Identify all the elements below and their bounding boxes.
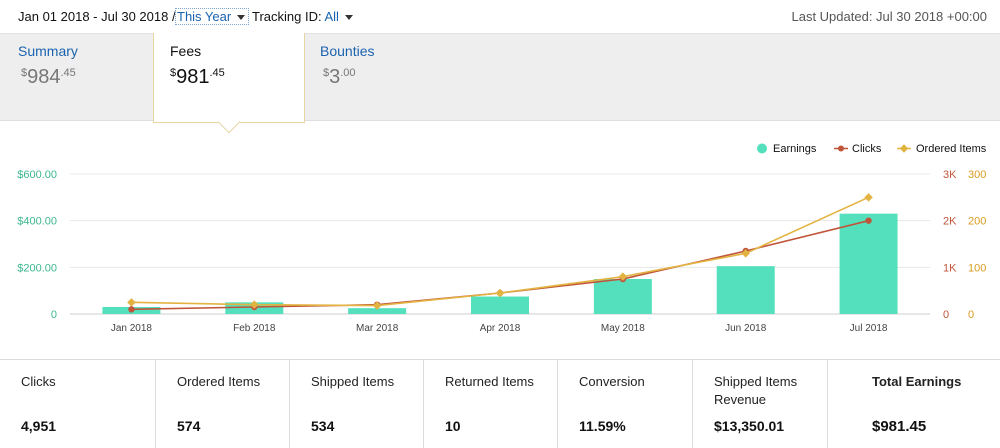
stat-total-earnings: Total Earnings $981.45: [828, 360, 1000, 448]
earnings-bar: [348, 308, 407, 314]
stat-ordered-items: Ordered Items 574: [156, 360, 290, 448]
amount-whole: 984: [27, 66, 61, 88]
stat-conversion: Conversion 11.59%: [558, 360, 693, 448]
legend-clicks[interactable]: Clicks: [852, 143, 882, 155]
y-right-clicks-tick-label: 2K: [943, 216, 957, 228]
ordered-items-point: [127, 298, 136, 307]
earnings-bar: [716, 266, 775, 314]
x-tick-label: Mar 2018: [356, 323, 399, 334]
y-right-clicks-tick-label: 0: [943, 309, 949, 321]
y-right-ordered-tick-label: 0: [968, 309, 974, 321]
legend-earnings-marker: [757, 143, 767, 154]
y-left-tick-label: $400.00: [17, 216, 57, 228]
stat-label: Returned Items: [445, 374, 534, 389]
stat-shipped-revenue: Shipped Items Revenue $13,350.01: [693, 360, 828, 448]
ordered-items-point: [864, 193, 873, 202]
earnings-bars: [102, 213, 898, 314]
stat-value: 534: [311, 418, 335, 434]
y-right-clicks-tick-label: 3K: [943, 169, 957, 181]
y-left-tick-label: $600.00: [17, 169, 57, 181]
tracking-id-selector[interactable]: Tracking ID: All: [252, 9, 353, 24]
y-left-tick-label: $200.00: [17, 262, 57, 274]
earnings-bar: [593, 279, 652, 314]
chart-legend: Earnings Clicks Ordered Items: [757, 143, 987, 155]
y-right-ordered-tick-label: 300: [968, 169, 986, 181]
stat-value: 4,951: [21, 418, 57, 434]
tab-summary[interactable]: Summary $984.45: [18, 34, 128, 121]
amount-cents: .45: [209, 67, 225, 79]
amount-cents: .45: [60, 67, 76, 79]
chart-lines: [127, 193, 873, 313]
x-tick-label: Jan 2018: [111, 323, 153, 334]
y-right-clicks-tick-label: 1K: [943, 262, 957, 274]
x-axis: Jan 2018 Feb 2018 Mar 2018 Apr 2018 May 2018…: [111, 323, 888, 334]
last-updated-text: Last Updated: Jul 30 2018 +00:00: [791, 9, 987, 24]
stat-label: Shipped Items: [311, 374, 395, 389]
legend-ordered-marker: [899, 144, 909, 153]
x-tick-label: Jun 2018: [725, 323, 767, 334]
tracking-value[interactable]: All: [324, 9, 339, 24]
earnings-bar: [471, 296, 529, 314]
date-range-text: Jan 01 2018 - Jul 30 2018 /: [18, 9, 176, 24]
x-tick-label: Jul 2018: [850, 323, 888, 334]
stat-label: Shipped Items Revenue: [714, 374, 798, 407]
stat-value: 10: [445, 418, 461, 434]
stat-returned-items: Returned Items 10: [424, 360, 558, 448]
y-right-ordered-tick-label: 200: [968, 216, 986, 228]
stat-value: 11.59%: [579, 418, 626, 434]
chevron-down-icon: [237, 15, 246, 21]
y-axis-right-ordered: 0 100 200 300: [968, 169, 986, 321]
amount-whole: 3: [329, 66, 341, 88]
summary-band: Summary $984.45 Fees $981.45 Bounties $3…: [0, 33, 1000, 123]
stat-shipped-items: Shipped Items 534: [290, 360, 424, 448]
stat-label: Conversion: [579, 374, 645, 389]
tab-bounties-label[interactable]: Bounties: [320, 43, 375, 59]
legend-ordered-items[interactable]: Ordered Items: [916, 143, 987, 155]
top-bar: Jan 01 2018 - Jul 30 2018 / This Year Tr…: [0, 0, 1000, 33]
earnings-chart: Earnings Clicks Ordered Items 0 $200.00 $4…: [0, 130, 1000, 358]
tab-summary-label[interactable]: Summary: [18, 43, 78, 59]
stat-label: Total Earnings: [872, 374, 962, 389]
y-axis-left: 0 $200.00 $400.00 $600.00: [17, 169, 57, 321]
period-label: This Year: [177, 9, 232, 24]
ordered-items-point: [372, 301, 382, 310]
currency-symbol: $: [170, 67, 177, 79]
currency-symbol: $: [21, 67, 28, 79]
stats-row: Clicks 4,951 Ordered Items 574 Shipped I…: [0, 359, 1000, 448]
amount-whole: 981: [176, 66, 210, 88]
clicks-point: [128, 306, 135, 313]
tab-bounties[interactable]: Bounties $3.00: [320, 34, 430, 121]
tab-fees-label[interactable]: Fees: [170, 43, 202, 59]
clicks-point: [865, 217, 872, 224]
amount-cents: .00: [340, 67, 356, 79]
stat-label: Clicks: [21, 374, 56, 389]
legend-clicks-marker: [838, 145, 844, 152]
x-tick-label: Feb 2018: [233, 323, 276, 334]
chart-svg: Earnings Clicks Ordered Items 0 $200.00 $4…: [17, 143, 987, 334]
y-right-ordered-tick-label: 100: [968, 262, 986, 274]
stat-label: Ordered Items: [177, 374, 261, 389]
period-dropdown[interactable]: This Year: [175, 8, 250, 25]
stat-clicks: Clicks 4,951: [0, 360, 156, 448]
tab-bounties-value: $3.00: [323, 66, 356, 89]
tab-fees-value: $981.45: [170, 66, 225, 89]
chevron-down-icon[interactable]: [344, 15, 353, 21]
y-left-tick-label: 0: [51, 309, 57, 321]
currency-symbol: $: [323, 67, 330, 79]
stat-value: $13,350.01: [714, 418, 785, 434]
tab-fees[interactable]: Fees $981.45: [153, 33, 305, 123]
legend-earnings[interactable]: Earnings: [773, 143, 817, 155]
x-tick-label: May 2018: [601, 323, 645, 334]
tracking-label: Tracking ID:: [252, 9, 322, 24]
stat-value: $981.45: [872, 418, 927, 435]
stat-value: 574: [177, 418, 201, 434]
earnings-bar: [839, 213, 898, 314]
y-axis-right-clicks: 0 1K 2K 3K: [943, 169, 957, 321]
ordered-items-point: [495, 288, 505, 298]
tab-summary-value: $984.45: [21, 66, 76, 89]
x-tick-label: Apr 2018: [480, 323, 521, 334]
